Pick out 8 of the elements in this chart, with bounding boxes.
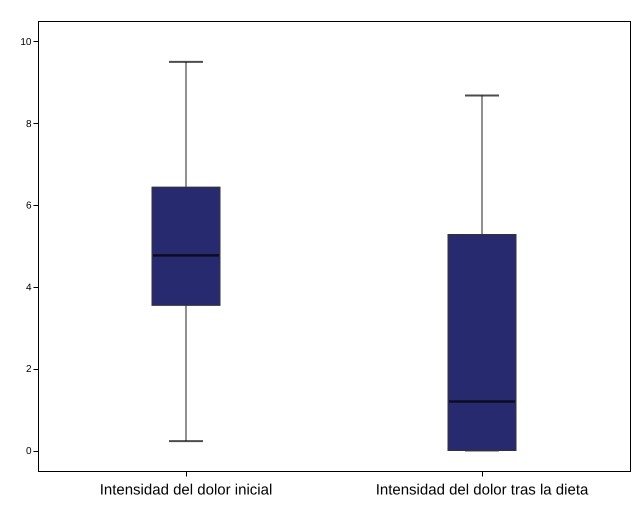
y-tick-label: 0	[26, 446, 32, 458]
y-tick-label: 4	[26, 282, 32, 294]
y-tick-label: 2	[26, 364, 32, 376]
x-tick-label: Intensidad del dolor inicial	[100, 482, 272, 498]
y-tick-label: 8	[26, 118, 32, 130]
y-tick-label: 10	[20, 36, 32, 48]
y-tick-label: 6	[26, 200, 32, 212]
x-tick-label: Intensidad del dolor tras la dieta	[376, 482, 589, 498]
